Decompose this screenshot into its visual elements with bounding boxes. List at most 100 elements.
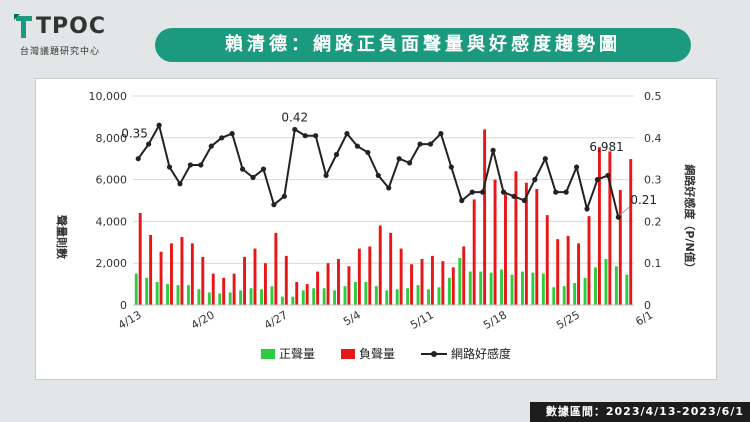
positive-bar: [427, 289, 430, 305]
y-tick-label: 8,000: [96, 132, 128, 145]
data-label: 0.21: [630, 193, 657, 207]
y2-tick-label: 0.2: [644, 215, 662, 228]
favor-point: [302, 133, 308, 139]
favor-point: [219, 135, 225, 141]
negative-bar: [243, 256, 247, 305]
negative-bar: [587, 216, 591, 305]
negative-bar: [274, 232, 278, 305]
favor-point: [396, 156, 402, 162]
logo-mark-icon: [14, 14, 32, 38]
favor-point: [521, 197, 528, 204]
positive-bar: [468, 271, 472, 305]
negative-bar: [305, 284, 309, 305]
favor-point: [480, 189, 486, 195]
favor-point: [177, 181, 183, 187]
negative-bar: [514, 171, 518, 305]
negative-bar: [138, 213, 142, 305]
negative-bar: [618, 190, 622, 305]
favor-point: [271, 202, 277, 208]
positive-bar: [510, 274, 514, 305]
chart-card: 0 2,000 4,000 6,000 8,000 10,000 0 0.1 0.2 0.3 0.…: [35, 78, 717, 380]
annotations: 0.35 0.42 0.21 6,981: [121, 110, 657, 216]
negative-bar: [504, 194, 507, 305]
favor-point: [427, 141, 434, 147]
favor-point: [239, 166, 246, 172]
x-tick-label: 4/27: [262, 308, 290, 332]
negative-bar: [190, 243, 194, 305]
favor-point: [417, 141, 423, 147]
negative-bar: [608, 151, 612, 305]
y2-tick-label: 0.3: [644, 174, 662, 187]
positive-bar: [416, 285, 420, 305]
positive-bar: [301, 290, 305, 305]
favor-point: [386, 185, 392, 191]
favor-point: [146, 141, 152, 147]
favor-point: [260, 166, 267, 172]
favor-point: [459, 197, 465, 204]
favor-point: [532, 177, 538, 183]
favor-point: [448, 164, 454, 170]
negative-bar: [149, 234, 153, 305]
y-tick-label: 2,000: [96, 257, 128, 270]
positive-bar: [364, 282, 368, 305]
negative-bar: [180, 237, 184, 305]
negative-bar: [211, 273, 215, 305]
negative-bar: [629, 159, 633, 305]
favor-point: [313, 133, 319, 139]
positive-bar: [385, 290, 389, 305]
positive-bar: [333, 290, 337, 305]
negative-bar: [295, 282, 299, 305]
favor-point: [500, 189, 507, 195]
negative-bar: [347, 266, 351, 305]
positive-bar: [500, 269, 504, 305]
positive-bar: [322, 288, 326, 305]
positive-bar: [134, 273, 138, 305]
positive-bar: [270, 286, 274, 305]
favor-point: [469, 189, 475, 195]
negative-bar: [232, 273, 236, 305]
positive-bar: [489, 272, 493, 305]
favor-point: [333, 151, 340, 158]
data-label: 0.42: [281, 110, 308, 124]
favor-point: [584, 206, 590, 212]
positive-bar: [614, 266, 618, 305]
favor-point: [573, 164, 580, 170]
y2-tick-label: 0.5: [644, 90, 662, 103]
positive-bar: [552, 287, 556, 305]
positive-bar: [479, 271, 483, 305]
y-tick-label: 10,000: [89, 90, 128, 103]
positive-bar: [458, 257, 462, 305]
negative-bar: [410, 264, 414, 305]
positive-bar: [353, 282, 357, 305]
positive-bar: [395, 289, 399, 305]
positive-bar: [207, 292, 211, 305]
favor-line-path: [137, 122, 620, 218]
positive-bar: [447, 277, 451, 305]
favor-point: [438, 131, 444, 137]
x-tick-label: 5/11: [408, 308, 436, 332]
positive-bar: [437, 287, 441, 305]
negative-bar: [159, 251, 163, 305]
positive-bar: [625, 274, 629, 305]
negative-bar: [201, 256, 205, 305]
negative-bar: [545, 215, 549, 305]
favor-point: [135, 156, 141, 162]
negative-bar: [316, 271, 320, 305]
negative-bar: [170, 243, 173, 305]
legend: 正聲量 負聲量 網路好感度: [261, 346, 511, 361]
logo-subtitle: 台灣議題研究中心: [20, 47, 101, 57]
positive-bar: [406, 288, 410, 305]
positive-bar: [573, 283, 577, 305]
favor-point: [511, 193, 517, 199]
negative-bar: [253, 248, 257, 305]
negative-bar: [263, 263, 267, 305]
negative-bar: [368, 246, 372, 305]
favor-point: [375, 172, 381, 179]
favor-point: [553, 189, 559, 195]
favor-point: [605, 172, 611, 179]
negative-bar: [577, 243, 581, 305]
favor-point: [281, 193, 287, 199]
y-tick-label: 0: [120, 299, 127, 312]
favor-point: [594, 177, 601, 183]
